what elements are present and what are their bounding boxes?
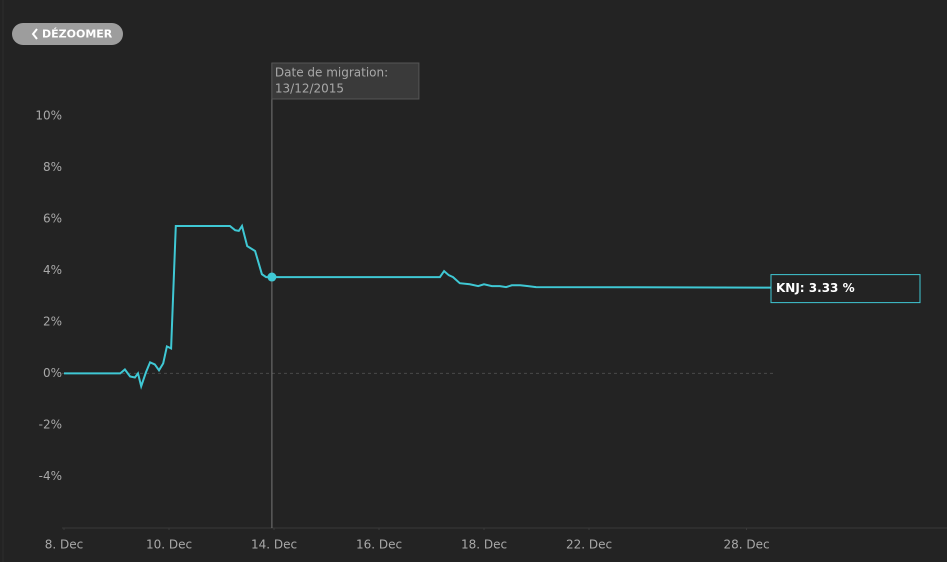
tooltip-label: Date de migration: (275, 66, 388, 80)
y-tick-label: 0% (43, 366, 62, 380)
series-line (64, 223, 773, 390)
x-tick-label: 14. Dec (251, 538, 297, 552)
y-tick-label: 10% (35, 108, 62, 122)
x-tick-label: 16. Dec (356, 538, 402, 552)
x-tick-label: 10. Dec (146, 538, 192, 552)
chevron-icon (31, 28, 38, 40)
y-tick-label: -4% (39, 469, 62, 483)
x-tick-label: 8. Dec (45, 538, 83, 552)
end-label-box (770, 274, 921, 304)
zoom-button[interactable]: DÉZOOMER (12, 23, 123, 45)
x-tick-label: 22. Dec (566, 538, 612, 552)
button-bg[interactable] (12, 23, 123, 45)
button-label[interactable]: DÉZOOMER (42, 28, 113, 41)
y-tick-label: -2% (39, 417, 62, 431)
end-label: KNJ: 3.33 % (776, 281, 855, 295)
migration-marker (267, 272, 277, 282)
tooltip-date: 13/12/2015 (275, 82, 344, 96)
y-tick-label: 2% (43, 314, 62, 328)
y-tick-label: 4% (43, 263, 62, 277)
y-tick-label: 8% (43, 160, 62, 174)
y-tick-label: 6% (43, 211, 62, 225)
x-tick-label: 18. Dec (461, 538, 507, 552)
migration-tooltip (271, 62, 420, 100)
x-tick-label: 28. Dec (723, 538, 769, 552)
